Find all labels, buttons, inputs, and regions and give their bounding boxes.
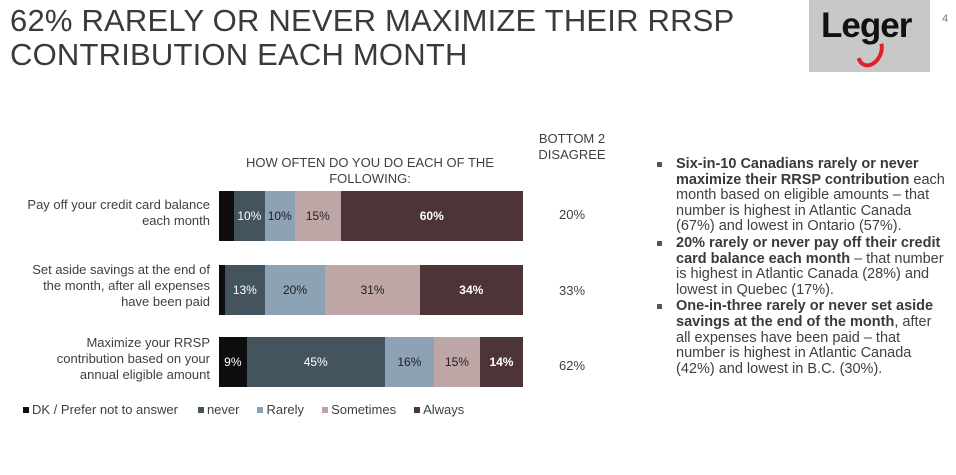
page-number: 4 (942, 13, 949, 25)
bar-segment-dk (219, 191, 235, 241)
bar-segment-never: 10% (234, 191, 265, 241)
bar-segment-always: 60% (340, 191, 523, 241)
finding-text: – that number is highest in Atlantic Can… (676, 250, 944, 298)
legend-label: Always (423, 402, 465, 417)
bottom2-value: 20% (558, 207, 586, 222)
bar-segment-never: 45% (246, 337, 385, 387)
logo-text: Leger (821, 6, 912, 45)
legend-item: never (197, 402, 240, 417)
legend-item: DK / Prefer not to answer (23, 402, 178, 417)
bar-segment-always: 14% (479, 337, 523, 387)
bottom2-header: BOTTOM 2 DISAGREE (538, 131, 606, 162)
row-label-line: Pay off your credit card balance (27, 197, 210, 212)
finding-bold: Six-in-10 Canadians rarely or never maxi… (676, 156, 919, 188)
row-label-line: each month (142, 213, 210, 228)
row-label-line: have been paid (121, 294, 210, 309)
legend-item: Sometimes (322, 402, 396, 417)
finding-text: each month based on eligible amounts – t… (676, 171, 945, 235)
bar-row-rrsp: 9% 45% 16% 15% 14% (219, 337, 523, 387)
bottom2-value: 62% (558, 358, 586, 373)
legend-item: Always (414, 402, 464, 417)
bar-segment-never: 13% (225, 265, 265, 315)
bar-segment-rarely: 16% (384, 337, 434, 387)
legend-swatch (23, 406, 29, 413)
row-label-line: contribution based on your (56, 351, 210, 366)
finding-bullet: Six-in-10 Canadians rarely or never maxi… (656, 156, 946, 235)
bar-segment-sometimes: 31% (325, 265, 420, 315)
row-label-line: Set aside savings at the end of (32, 262, 210, 277)
row-label-line: Maximize your RRSP (86, 335, 210, 350)
finding-bold: 20% rarely or never pay off their credit… (676, 234, 941, 267)
bar-row-credit-card: 10% 10% 15% 60% (219, 191, 523, 241)
bar-row-savings: 13% 20% 31% 34% (219, 265, 523, 315)
legend-swatch (197, 406, 204, 413)
finding-bullet: One-in-three rarely or never set aside s… (656, 299, 946, 377)
slide-title: 62% RARELY OR NEVER MAXIMIZE THEIR RRSP … (10, 3, 734, 72)
bar-segment-sometimes: 15% (433, 337, 480, 387)
bar-segment-dk (219, 265, 226, 315)
bottom2-value: 33% (558, 283, 586, 298)
bar-segment-dk: 9% (219, 337, 247, 387)
finding-bullet: 20% rarely or never pay off their credit… (656, 234, 946, 298)
leger-logo: Leger (809, 0, 930, 72)
legend-item: Rarely (257, 402, 304, 417)
row-label-line: annual eligible amount (79, 367, 210, 382)
legend-label: DK / Prefer not to answer (32, 402, 178, 417)
chart-legend: DK / Prefer not to answer never Rarely Some… (23, 402, 482, 417)
finding-text: , after all expenses have been paid – th… (676, 313, 932, 377)
row-label-line: the month, after all expenses (43, 278, 210, 293)
finding-bold: One-in-three rarely or never set aside s… (676, 298, 934, 330)
bar-segment-sometimes: 15% (294, 191, 341, 241)
legend-swatch (414, 406, 421, 413)
bar-segment-always: 34% (419, 265, 523, 315)
legend-swatch (322, 406, 329, 413)
row-label-credit-card: Pay off your credit card balance each mo… (0, 197, 210, 229)
legend-label: Rarely (266, 402, 305, 417)
bar-segment-rarely: 10% (264, 191, 295, 241)
key-findings-list: Six-in-10 Canadians rarely or never maxi… (656, 156, 946, 378)
chart-title: HOW OFTEN DO YOU DO EACH OF THE FOLLOWIN… (246, 155, 494, 186)
row-label-savings: Set aside savings at the end of the mont… (0, 262, 210, 310)
legend-label: never (206, 402, 240, 417)
row-label-rrsp: Maximize your RRSP contribution based on… (0, 335, 210, 383)
bar-segment-rarely: 20% (264, 265, 326, 315)
legend-label: Sometimes (331, 402, 397, 417)
legend-swatch (257, 406, 264, 413)
